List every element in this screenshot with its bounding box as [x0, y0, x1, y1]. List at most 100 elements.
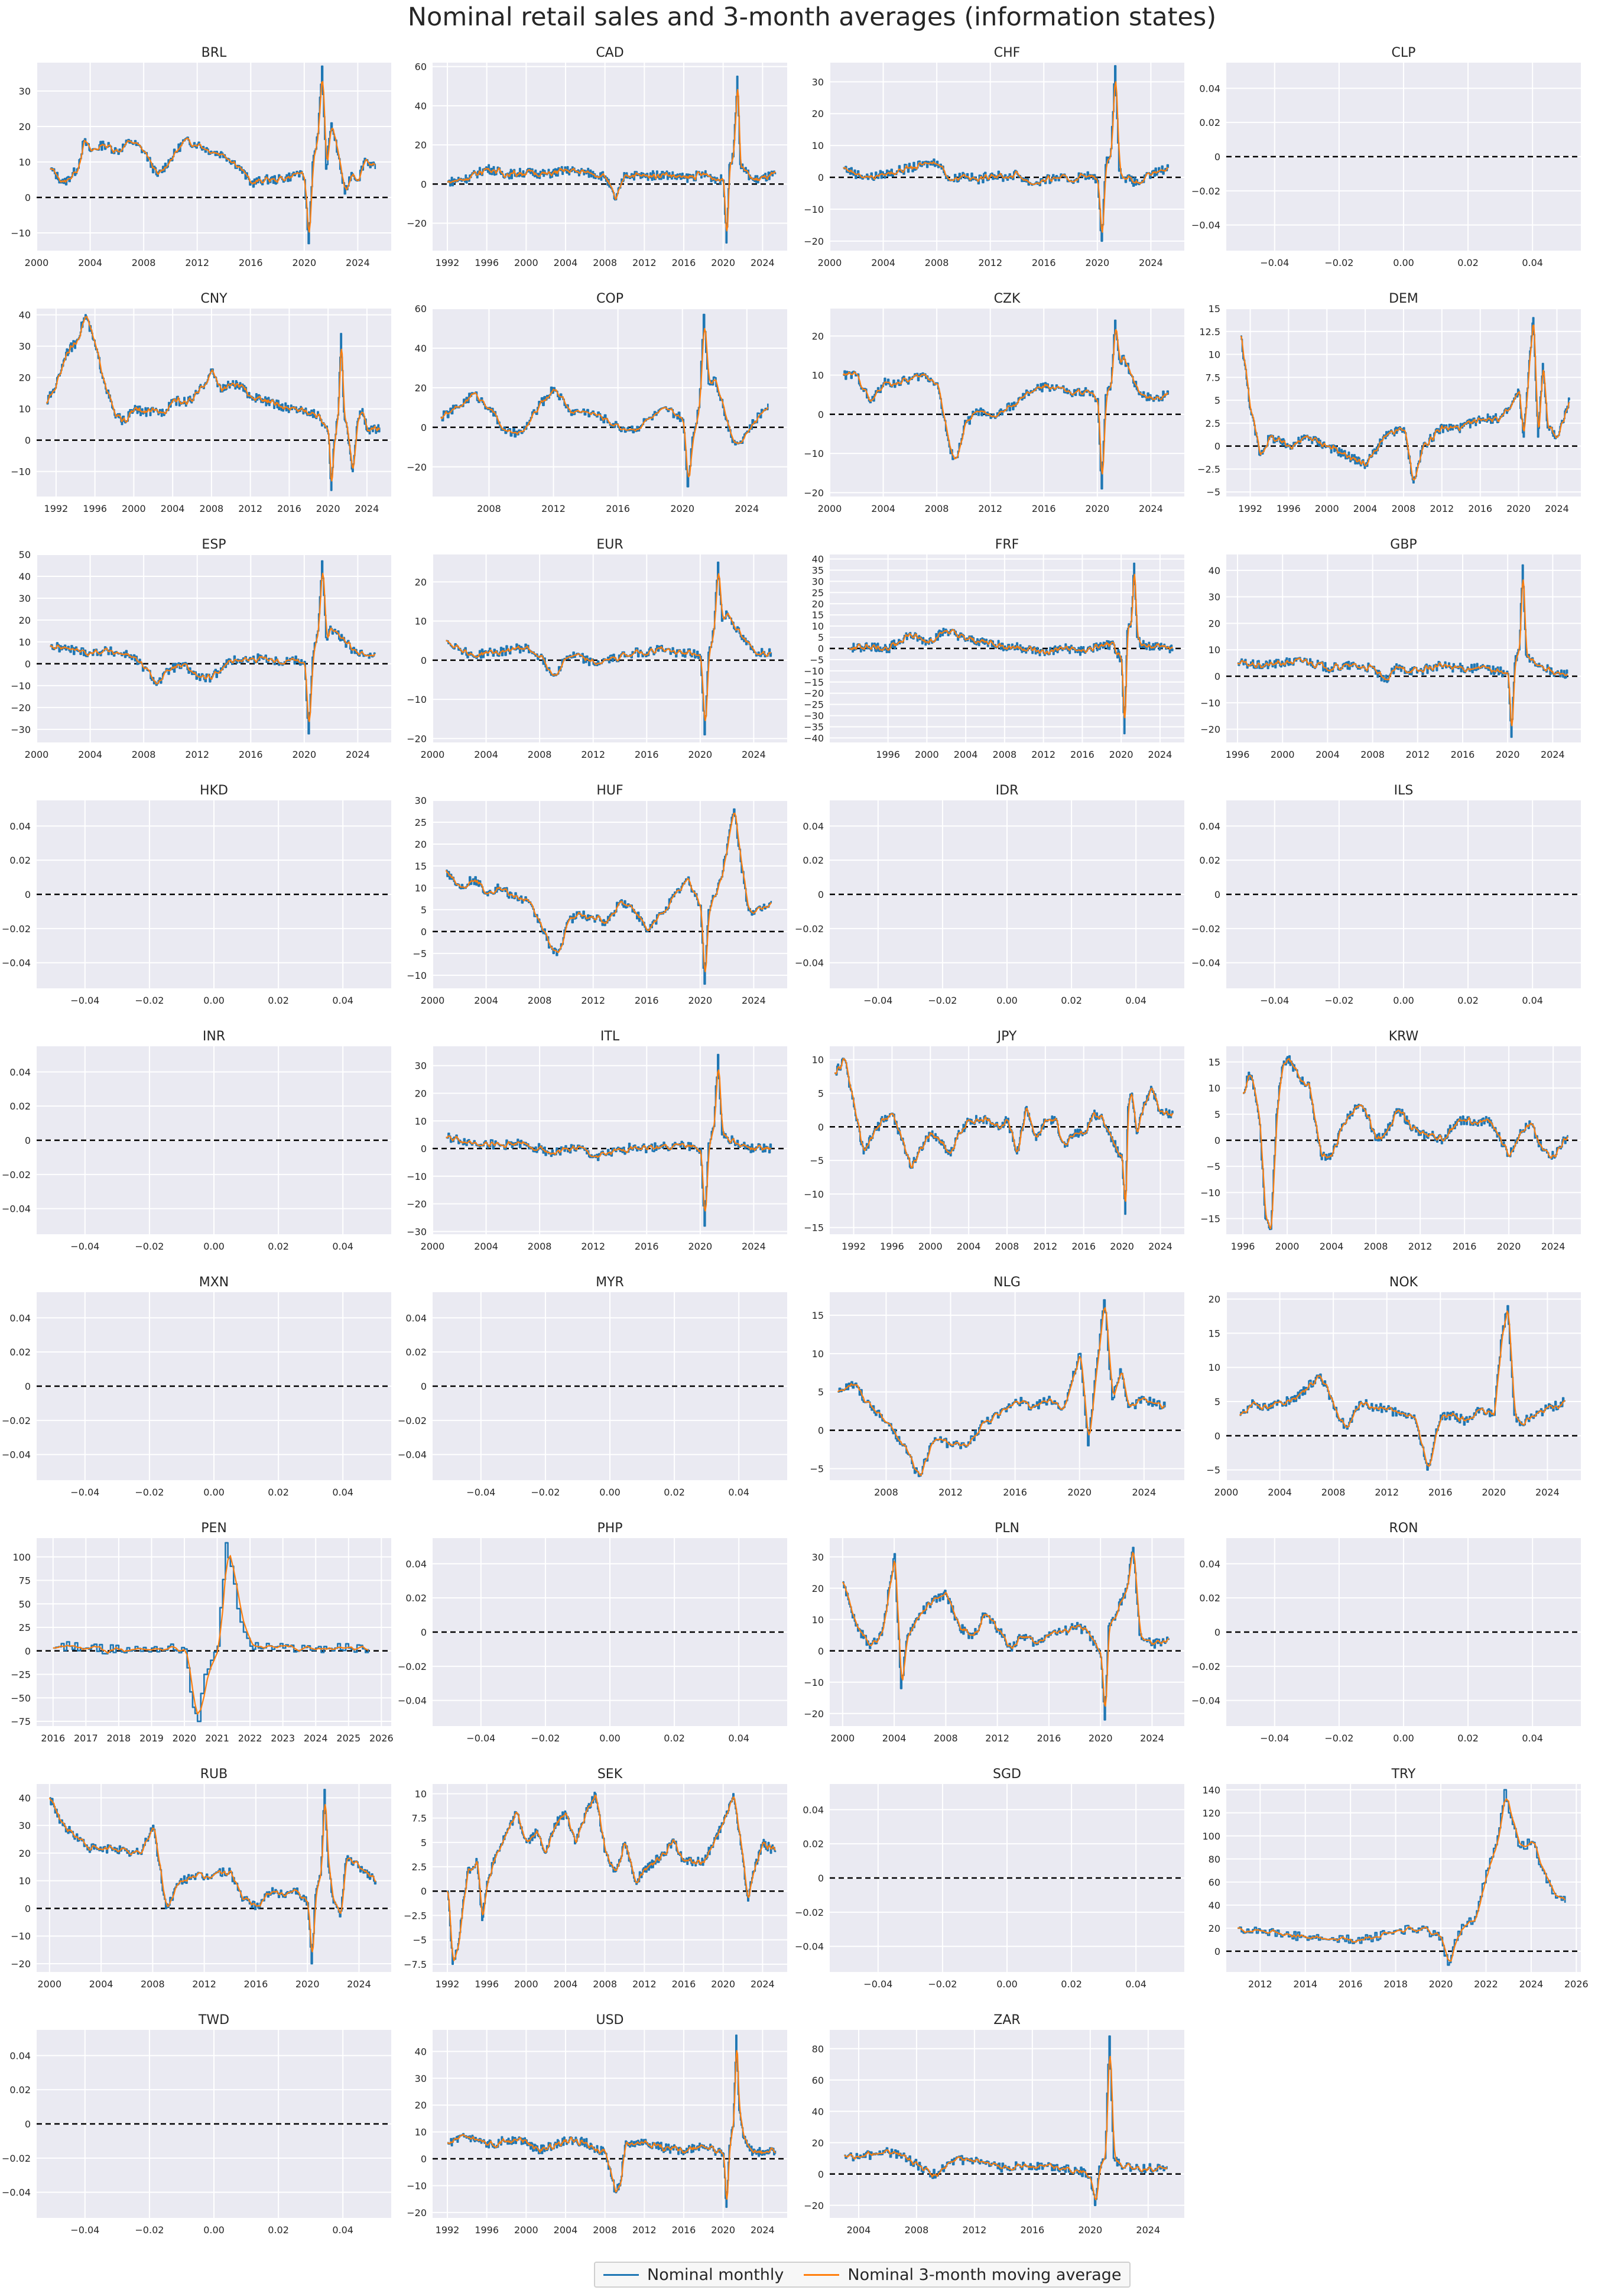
y-tick-label: −0.02 — [2, 2153, 31, 2164]
y-tick-label: 20 — [415, 1088, 427, 1099]
y-tick-label: 0 — [818, 1646, 824, 1657]
y-tick-label: −20 — [804, 487, 824, 498]
x-tick-label: 2008 — [593, 257, 617, 268]
x-tick-label: 0.00 — [1393, 257, 1414, 268]
y-tick-label: 20 — [19, 1848, 31, 1859]
x-tick-label: 2026 — [369, 1733, 394, 1744]
x-tick-label: 2012 — [185, 749, 209, 760]
legend: Nominal monthly Nominal 3-month moving a… — [594, 2262, 1131, 2288]
y-tick-label: 0.04 — [1199, 1558, 1220, 1569]
x-tick-label: 2024 — [1545, 503, 1569, 514]
x-tick-label: 0.02 — [1457, 1733, 1479, 1744]
x-tick-label: 2008 — [528, 995, 552, 1006]
y-tick-label: 0 — [1214, 151, 1220, 163]
x-tick-label: 2008 — [477, 503, 501, 514]
y-tick-label: 40 — [1209, 565, 1220, 576]
x-tick-label: 2016 — [672, 1978, 696, 1990]
x-tick-label: 2012 — [1034, 1241, 1058, 1252]
x-tick-label: 2000 — [25, 257, 49, 268]
series-line-monthly — [1238, 1789, 1566, 1966]
y-tick-label: −10 — [11, 1931, 31, 1942]
y-tick-label: 30 — [415, 1060, 427, 1072]
x-tick-label: 1996 — [1226, 749, 1250, 760]
x-tick-label: 2012 — [632, 1978, 657, 1990]
x-tick-label: 2012 — [581, 995, 605, 1006]
y-tick-label: 0.02 — [1199, 117, 1220, 128]
x-tick-label: 2016 — [277, 503, 301, 514]
x-tick-label: 2020 — [1085, 503, 1109, 514]
series-line-ma3 — [440, 327, 769, 478]
x-tick-label: −0.04 — [466, 1487, 495, 1498]
x-tick-label: 0.02 — [268, 2224, 289, 2236]
panel-title: HUF — [596, 783, 623, 798]
panel-title: PEN — [201, 1521, 227, 1536]
panel-background — [1226, 1784, 1581, 1972]
series-line-ma3 — [446, 573, 772, 721]
x-tick-label: 2004 — [474, 1241, 498, 1252]
y-tick-label: 0.04 — [803, 1804, 824, 1815]
panel-eur: EUR −20 −10 0 10 20 2000 2004 2008 2012 2016 2020 20… — [407, 537, 787, 760]
x-tick-label: 1996 — [1231, 1241, 1255, 1252]
panel-background — [37, 1538, 391, 1726]
x-tick-label: 0.00 — [996, 995, 1018, 1006]
x-tick-label: 2008 — [874, 1487, 898, 1498]
y-tick-label: 2.5 — [412, 1861, 427, 1873]
series-line-monthly — [46, 314, 381, 491]
y-tick-label: 40 — [812, 554, 824, 565]
panel-title: ZAR — [993, 2013, 1020, 2028]
x-tick-label: 2016 — [635, 995, 659, 1006]
y-tick-label: 60 — [1209, 1877, 1220, 1888]
x-tick-label: −0.04 — [70, 2224, 99, 2236]
x-tick-label: 0.00 — [203, 2224, 225, 2236]
panel-title: CNY — [200, 291, 228, 306]
y-tick-label: 75 — [19, 1575, 31, 1587]
x-tick-label: 2012 — [192, 1978, 216, 1990]
y-tick-label: 30 — [415, 795, 427, 806]
panel-inr: INR −0.04 −0.02 0 0.02 0.04 −0.04 −0.02 0.00 0.02… — [2, 1029, 391, 1252]
x-tick-label: 2016 — [41, 1733, 65, 1744]
x-tick-label: 0.02 — [1457, 995, 1479, 1006]
panel-title: ITL — [600, 1029, 620, 1044]
x-tick-label: 2004 — [871, 503, 895, 514]
figure-title: Nominal retail sales and 3-month average… — [407, 2, 1217, 32]
y-tick-label: −5 — [1206, 486, 1220, 498]
y-tick-label: −20 — [407, 1199, 427, 1210]
panel-czk: CZK −20 −10 0 10 20 2000 2004 2008 2012 2016 2020 20… — [804, 291, 1184, 514]
x-tick-label: −0.02 — [135, 1241, 164, 1252]
y-tick-label: −10 — [11, 228, 31, 239]
y-tick-label: −2.5 — [1197, 463, 1220, 475]
y-tick-label: 0 — [421, 179, 427, 190]
y-tick-label: 10 — [812, 621, 824, 632]
panel-twd: TWD −0.04 −0.02 0 0.02 0.04 −0.04 −0.02 0.00 0.02… — [2, 2013, 391, 2236]
y-tick-label: 80 — [812, 2044, 824, 2055]
series-line-ma3 — [1237, 579, 1568, 726]
x-tick-label: 0.00 — [203, 1241, 225, 1252]
x-tick-label: 2000 — [818, 257, 842, 268]
panel-title: TRY — [1391, 1767, 1416, 1782]
x-tick-label: 2008 — [1321, 1487, 1346, 1498]
x-tick-label: 2012 — [1430, 503, 1454, 514]
y-tick-label: 0 — [25, 1135, 31, 1146]
x-tick-label: 2020 — [1067, 1487, 1092, 1498]
series-line-ma3 — [48, 1797, 376, 1952]
y-tick-label: −0.02 — [398, 1415, 427, 1426]
y-tick-label: 5 — [818, 1088, 824, 1099]
y-tick-label: −10 — [1200, 698, 1220, 709]
x-tick-label: 2020 — [711, 1978, 735, 1990]
y-tick-label: −30 — [804, 711, 824, 722]
y-tick-label: 10 — [812, 140, 824, 151]
x-tick-label: 0.04 — [1522, 1733, 1543, 1744]
y-tick-label: 0 — [421, 926, 427, 938]
x-tick-label: 2024 — [1541, 749, 1565, 760]
x-tick-label: 2012 — [581, 1241, 605, 1252]
y-tick-label: 0.02 — [9, 1347, 31, 1358]
x-tick-label: 1996 — [1277, 503, 1301, 514]
y-tick-label: 20 — [1209, 1923, 1220, 1934]
y-tick-label: 0.02 — [9, 2084, 31, 2096]
panel-krw: KRW −15 −10 −5 0 5 10 15 1996 2000 2004 2008 2012 201… — [1200, 1029, 1581, 1252]
x-tick-label: −0.04 — [1260, 1733, 1289, 1744]
y-tick-label: 30 — [1209, 592, 1220, 603]
x-tick-label: 2000 — [514, 257, 538, 268]
y-tick-label: 10 — [19, 157, 31, 168]
x-tick-label: −0.02 — [531, 1733, 560, 1744]
